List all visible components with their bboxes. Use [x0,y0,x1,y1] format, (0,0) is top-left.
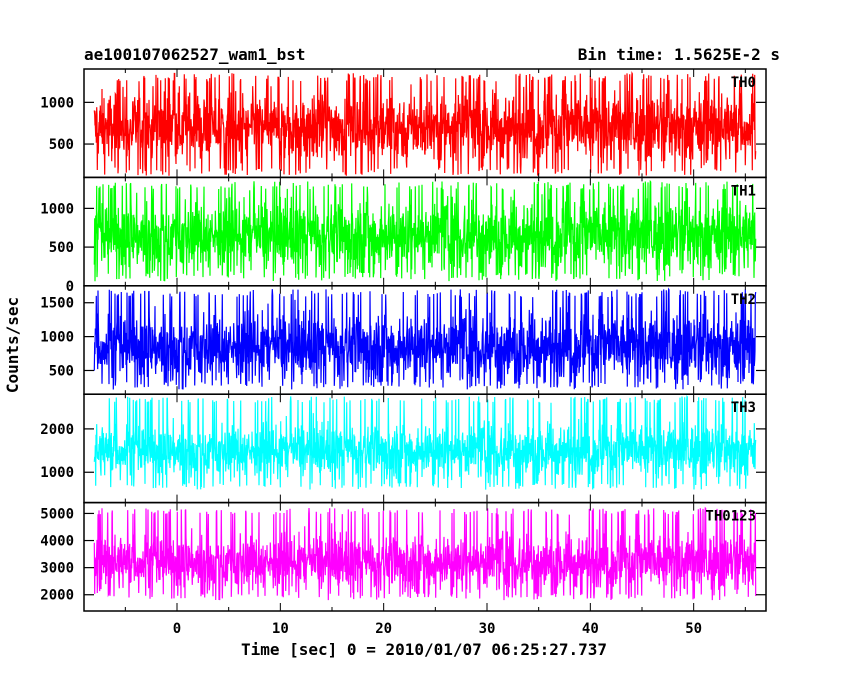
series-th3 [93,394,757,490]
y-tick-label: 1500 [40,296,74,312]
x-tick-label: 40 [582,621,599,637]
y-tick-label: 1000 [40,95,74,111]
panel-th3: TH3 1000 2000 [40,393,767,504]
x-tick-label: 0 [173,621,181,637]
x-axis-label: Time [sec] 0 = 2010/01/07 06:25:27.737 [241,640,607,659]
panel-th0123: TH0123 2000 3000 4000 5000 [40,501,767,612]
y-tick-label: 0 [66,279,74,295]
series-th1 [93,179,757,282]
panel-label: TH3 [731,400,756,416]
panel-frame [83,501,767,612]
y-axis-label: Counts/sec [3,297,22,393]
panel-th2: TH2 500 1000 1500 [40,285,767,395]
x-tick-label: 20 [375,621,392,637]
x-tick-label: 10 [272,621,289,637]
y-tick-label: 500 [49,240,74,256]
y-tick-label: 1000 [40,201,74,217]
y-tick-label: 2000 [40,422,74,438]
y-tick-label: 5000 [40,506,74,522]
panel-th0: TH0 500 1000 [40,68,767,179]
x-tick-label: 30 [479,621,496,637]
chart-title: ae100107062527_wam1_bst [84,45,306,64]
panel-label: TH1 [731,183,756,199]
y-tick-label: 4000 [40,534,74,550]
y-tick-label: 1000 [40,330,74,346]
series-th0 [93,70,757,176]
panel-label: TH2 [731,292,756,308]
panel-label: TH0 [731,75,756,91]
chart-subtitle: Bin time: 1.5625E-2 s [578,45,780,64]
y-tick-label: 2000 [40,588,74,604]
y-tick-label: 500 [49,137,74,153]
y-tick-label: 1000 [40,465,74,481]
series-th2 [93,287,757,390]
series-th0123 [93,506,757,601]
panels: TH05001000TH105001000TH250010001500TH310… [40,68,767,637]
x-tick-label: 50 [685,621,702,637]
y-tick-label: 3000 [40,561,74,577]
panel-label: TH0123 [705,509,756,525]
panel-th1: TH1 0 500 1000 [40,176,767,295]
y-tick-label: 500 [49,363,74,379]
